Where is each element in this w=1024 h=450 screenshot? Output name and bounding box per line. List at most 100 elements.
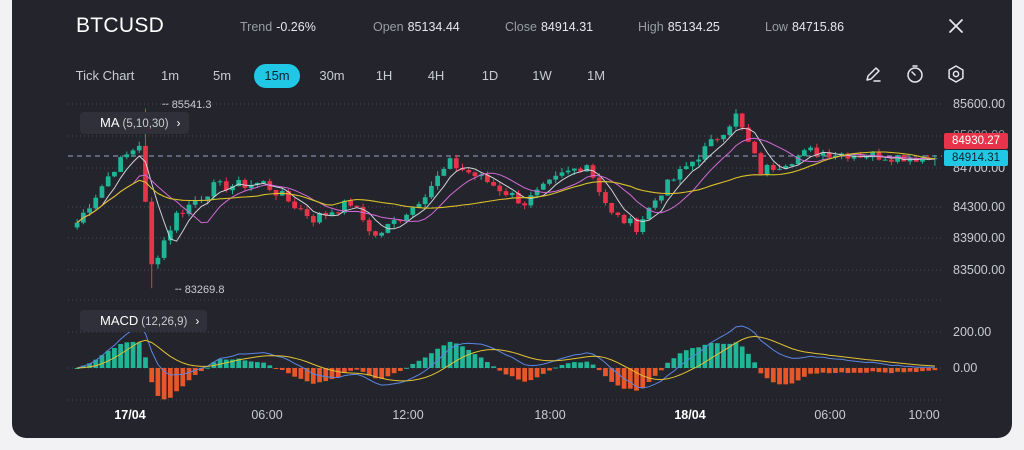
macd-histogram-bar: [255, 362, 260, 368]
timer-icon[interactable]: [904, 63, 926, 85]
macd-histogram-bar: [484, 362, 490, 368]
candle-body: [93, 197, 99, 209]
candle-body: [242, 179, 248, 188]
candle-body: [584, 165, 590, 172]
macd-histogram-bar: [727, 343, 733, 368]
price-axis-label: 85600.00: [953, 97, 1006, 111]
macd-histogram-bar: [522, 368, 528, 382]
stat-label: Trend: [240, 20, 273, 34]
macd-histogram-bar: [143, 357, 148, 368]
candle-body: [298, 208, 304, 210]
macd-histogram-bar: [907, 368, 913, 372]
macd-histogram-bar: [497, 368, 503, 371]
macd-histogram: [74, 341, 938, 400]
time-axis-label: 12:00: [392, 408, 424, 422]
candle-body: [826, 152, 832, 158]
candle-body: [553, 175, 559, 180]
candle-body: [652, 200, 658, 208]
macd-histogram-bar: [584, 361, 590, 368]
candle-body: [627, 218, 633, 224]
macd-histogram-bar: [472, 354, 478, 368]
macd-histogram-bar: [671, 358, 677, 368]
macd-histogram-bar: [770, 368, 776, 383]
stat-value: 84715.86: [791, 20, 845, 34]
candle-body: [503, 191, 509, 196]
timeframe-1d[interactable]: 1D: [481, 68, 499, 83]
macd-histogram-bar: [130, 341, 136, 368]
candle-body: [758, 153, 764, 175]
candle-body: [665, 179, 670, 196]
macd-histogram-bar: [758, 368, 764, 374]
candle-body: [379, 232, 385, 236]
timeframe-1w[interactable]: 1W: [532, 68, 552, 83]
candle-body: [578, 168, 583, 172]
stat-label: High: [638, 20, 664, 34]
candle-body: [453, 158, 459, 169]
candle-body: [304, 209, 310, 217]
timeframe-5m[interactable]: 5m: [212, 68, 232, 83]
timeframe-30m[interactable]: 30m: [319, 68, 345, 83]
macd-histogram-bar: [161, 368, 167, 400]
candle-body: [540, 183, 546, 190]
timeframe-1m[interactable]: 1m: [160, 68, 180, 83]
candle-body: [360, 207, 366, 221]
candle-body: [422, 197, 428, 205]
candle-body: [621, 215, 627, 224]
timeframe-tick-chart[interactable]: Tick Chart: [75, 68, 135, 83]
candle-body: [634, 218, 639, 232]
high-value: 85541.3: [171, 99, 212, 111]
macd-histogram-bar: [540, 368, 546, 374]
macd-histogram-bar: [708, 342, 714, 368]
candle-body: [118, 157, 123, 172]
timeframe-4h[interactable]: 4H: [427, 68, 445, 83]
candle-body: [603, 192, 608, 203]
macd-histogram-bar: [279, 368, 285, 370]
macd-histogram-bar: [702, 344, 708, 368]
settings-icon[interactable]: [945, 63, 967, 85]
chevron-right-icon: ›: [195, 314, 200, 328]
macd-histogram-bar: [733, 342, 739, 368]
candle-body: [851, 155, 857, 159]
macd-histogram-bar: [876, 368, 882, 373]
timeframe-1m-month[interactable]: 1M: [586, 68, 606, 83]
high-marker-label: ╌ 85541.3: [162, 99, 212, 111]
candle-body: [920, 157, 925, 162]
macd-histogram-bar: [789, 368, 795, 384]
timeframe-15m[interactable]: 15m: [254, 64, 300, 88]
candle-body: [155, 257, 161, 265]
macd-histogram-bar: [304, 368, 310, 382]
macd-histogram-bar: [87, 363, 92, 368]
macd-histogram-bar: [814, 368, 820, 374]
candle-body: [484, 174, 490, 183]
macd-histogram-bar: [186, 368, 192, 381]
time-axis-label: 18:00: [534, 408, 566, 422]
macd-histogram-bar: [404, 367, 409, 369]
ma-indicator-chip[interactable]: MA (5,10,30) ›: [80, 112, 189, 134]
candle-body: [522, 203, 528, 206]
macd-histogram-bar: [310, 368, 316, 384]
macd-histogram-bar: [248, 361, 254, 368]
candle-body: [87, 208, 92, 213]
candle-body: [609, 202, 615, 213]
macd-histogram-bar: [242, 360, 248, 368]
macd-indicator-chip[interactable]: MACD (12,26,9) ›: [80, 310, 208, 332]
macd-histogram-bar: [516, 368, 521, 380]
candle-body: [447, 158, 453, 169]
candle-body: [404, 214, 409, 221]
price-chart[interactable]: [12, 0, 1012, 438]
candle-body: [292, 201, 298, 209]
macd-histogram-bar: [634, 368, 639, 391]
macd-histogram-bar: [453, 343, 459, 368]
macd-histogram-bar: [534, 368, 540, 378]
macd-histogram-bar: [839, 368, 845, 373]
candle-body: [746, 127, 751, 142]
close-icon[interactable]: [946, 16, 966, 36]
pencil-icon[interactable]: [862, 63, 884, 85]
macd-histogram-bar: [261, 362, 266, 368]
candle-body: [310, 216, 316, 223]
macd-histogram-bar: [360, 368, 366, 372]
timeframe-1h[interactable]: 1H: [375, 68, 393, 83]
stat-open: Open 85134.44: [373, 20, 460, 34]
candle-body: [167, 230, 173, 241]
macd-histogram-bar: [746, 353, 751, 368]
